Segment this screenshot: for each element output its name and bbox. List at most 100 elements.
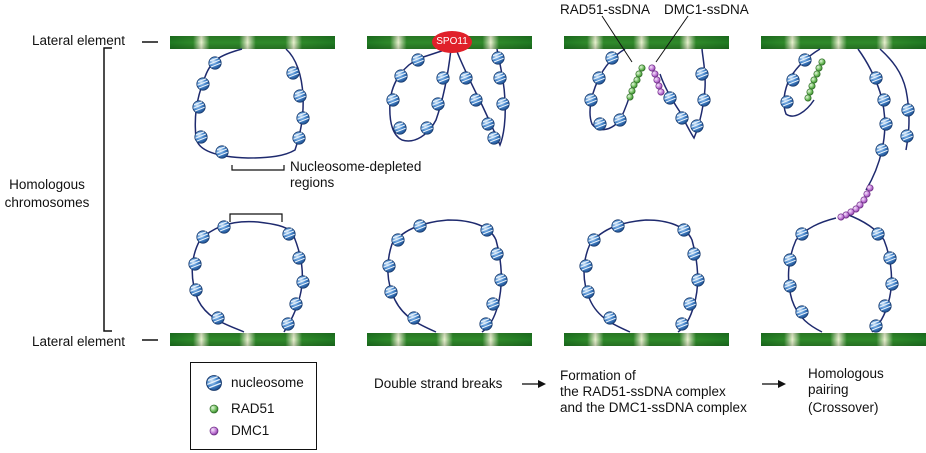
nucleosome-icon <box>900 129 914 143</box>
rad51-dot-icon <box>638 64 646 72</box>
dmc1-dot-icon <box>657 88 665 96</box>
lateral-element-bar <box>170 36 335 49</box>
step-formation-line1: Formation of <box>560 368 636 383</box>
legend-item-rad51: RAD51 <box>191 399 316 419</box>
step-pairing-line1: Homologous <box>808 366 884 381</box>
dmc1-dot-icon <box>648 64 656 72</box>
nucleosome-icon <box>581 285 595 299</box>
dna-loop <box>845 213 893 333</box>
depleted-label-line1: Nucleosome-depleted <box>290 159 422 174</box>
dmc1-ssdna-label: DMC1-ssDNA <box>664 2 749 17</box>
nucleosome-icon <box>677 223 691 237</box>
nucleosome-icon <box>206 375 222 391</box>
rad51-dot-icon <box>626 93 634 101</box>
dna-loop <box>387 219 502 333</box>
lateral-element-bar <box>564 36 729 49</box>
nucleosome-icon <box>798 53 812 67</box>
dmc1-filaments <box>648 64 874 221</box>
dmc1-dot-icon <box>863 190 871 198</box>
nucleosome-icon <box>486 297 500 311</box>
nucleosome-icon <box>780 95 794 109</box>
depleted-region-bracket <box>231 165 285 171</box>
rad51-dot-icon <box>209 404 219 414</box>
dna-loop <box>455 48 506 148</box>
nucleosome-icon <box>281 317 295 331</box>
rad51-dot-icon <box>815 64 823 72</box>
rad51-ssdna-pointer <box>601 15 633 63</box>
nucleosome-icon <box>877 93 891 107</box>
nucleosome-icon <box>675 317 689 331</box>
nucleosome-icon <box>613 113 627 127</box>
rad51-dot-icon <box>806 88 814 96</box>
nucleosome-icon <box>783 279 797 293</box>
nucleosome-icon <box>496 97 510 111</box>
depleted-label-line2: regions <box>290 175 335 190</box>
rad51-ssdna-label: RAD51-ssDNA <box>560 2 651 17</box>
nucleosome-icon <box>786 73 800 87</box>
nucleosome-icon <box>603 311 617 325</box>
step-arrow-1 <box>522 380 546 388</box>
nucleosome-icon <box>393 121 407 135</box>
dmc1-dot-icon <box>866 184 874 192</box>
nucleosome-icon <box>691 273 705 287</box>
rad51-dot-icon <box>630 81 638 89</box>
nucleosome-icon <box>384 285 398 299</box>
nucleosome-icon <box>431 97 445 111</box>
dmc1-ssdna-pointer <box>655 15 689 63</box>
nucleosome-icon <box>189 283 203 297</box>
rad51-dot-icon <box>808 82 816 90</box>
nucleosome-icon <box>592 71 606 85</box>
dmc1-dot-icon <box>655 82 663 90</box>
dna-loop <box>857 48 886 191</box>
legend-dmc1-label: DMC1 <box>231 423 270 438</box>
nucleosome-icon <box>663 91 677 105</box>
nucleosome-icon <box>292 251 306 265</box>
dna-loop <box>191 220 304 333</box>
nucleosome-icon <box>196 230 210 244</box>
nucleosome-icon <box>584 93 598 107</box>
homologous-label-line1: Homologous <box>9 177 85 192</box>
lateral-element-bar <box>170 333 335 346</box>
nucleosome-icon <box>487 131 501 145</box>
nucleosome-icon <box>469 93 483 107</box>
rad51-dot-icon <box>635 70 643 78</box>
dmc1-dot-icon <box>860 196 868 204</box>
lateral-element-bar <box>761 333 926 346</box>
nucleosome-icon <box>611 219 625 233</box>
dmc1-dot-icon <box>209 426 219 436</box>
nucleosome-icon <box>286 66 300 80</box>
homologous-label-line2: chromosomes <box>4 195 90 210</box>
step-arrow-2 <box>762 380 786 388</box>
nucleosome-icon <box>296 111 310 125</box>
nucleosome-icon <box>420 121 434 135</box>
nucleosome-icon <box>697 93 711 107</box>
nucleosome-icon <box>391 233 405 247</box>
nucleosome-icon <box>289 297 303 311</box>
nucleosome-icon <box>587 233 601 247</box>
nucleosome-icon <box>869 71 883 85</box>
nucleosome-icon <box>878 299 892 313</box>
nucleosome-icon <box>883 251 897 265</box>
nucleosome-icon <box>386 93 400 107</box>
lateral-element-bar <box>761 36 926 49</box>
nucleosome-icon <box>407 311 421 325</box>
nucleosome-icon <box>282 227 296 241</box>
lateral-element-bar <box>564 333 729 346</box>
rad51-filaments <box>626 58 826 102</box>
spo11-protein <box>432 31 472 53</box>
nucleosome-icon <box>208 56 222 70</box>
lateral-element-bottom-label: Lateral element <box>32 334 126 349</box>
nucleosome-icon <box>196 77 210 91</box>
dmc1-dot-icon <box>837 213 845 221</box>
step-formation-line3: and the DMC1-ssDNA complex <box>560 400 747 415</box>
rad51-dot-icon <box>810 76 818 84</box>
nucleosome-icon <box>690 119 704 133</box>
nucleosome-icon <box>683 297 697 311</box>
nucleosome-icon <box>783 253 797 267</box>
rad51-dot-icon <box>804 94 812 102</box>
legend-item-dmc1: DMC1 <box>191 421 316 441</box>
step-pairing-line2: pairing <box>808 382 849 397</box>
nucleosome-icon <box>194 130 208 144</box>
rad51-dot-icon <box>628 87 636 95</box>
nucleosome-icon <box>579 259 593 273</box>
